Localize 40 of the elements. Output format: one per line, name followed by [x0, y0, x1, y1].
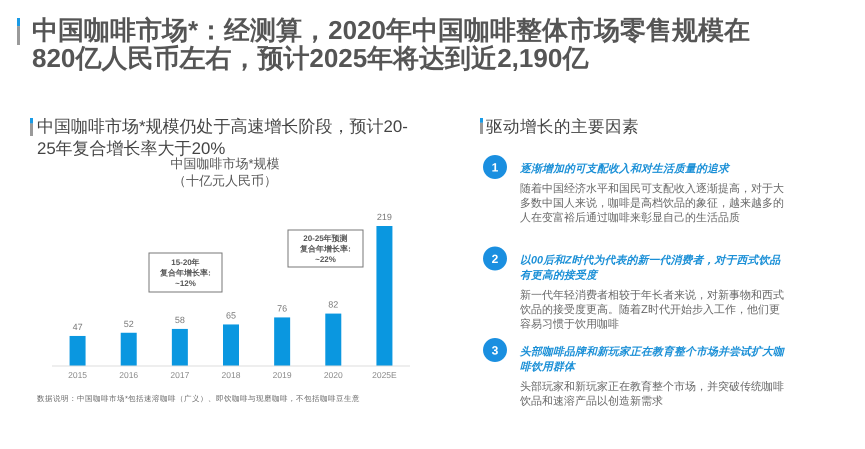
x-tick-label: 2020 [324, 370, 344, 380]
x-tick-label: 2025E [372, 370, 398, 380]
annotation: 复合年增长率: [159, 268, 211, 278]
text: 头部玩家和新玩家正在教育整个市场，并突破传统咖啡饮品和速溶产品以创造新需求 [519, 380, 784, 408]
annotation: ~12% [175, 279, 196, 288]
x-tick-label: 2017 [170, 370, 190, 380]
annotation: 20-25年预测 [303, 234, 348, 243]
text: 中国咖啡市场*规模（十亿元人民币） [170, 156, 280, 188]
data-label: 76 [277, 303, 288, 314]
text: 逐渐增加的可支配收入和对生活质量的追求 [519, 162, 731, 175]
data-label: 65 [226, 310, 236, 320]
x-tick-label: 2015 [68, 370, 88, 380]
bar [70, 336, 86, 366]
bar [172, 328, 188, 366]
x-tick-label: 2018 [222, 370, 241, 380]
bar [274, 317, 290, 366]
annotation: ~22% [315, 255, 336, 264]
bar [120, 332, 137, 366]
text: 以00后和Z时代为代表的新一代消费者，对于西式饮品有更高的接受度 [520, 254, 782, 282]
chart-subtitle: 中国咖啡市场*规模仍处于高速增长阶段，预计20-25年复合增长率大于20% [37, 117, 408, 158]
x-tick-label: 2019 [272, 370, 292, 380]
text: 2 [492, 252, 499, 266]
bar [376, 226, 392, 366]
text: 头部咖啡品牌和新玩家正在教育整个市场并尝试扩大咖啡饮用群体 [520, 345, 785, 373]
chart-title: 中国咖啡市场*：经测算，2020年中国咖啡整体市场零售规模在820亿人民币左右，预计2025年将达到近2,190亿 [32, 15, 750, 73]
data-label: 52 [124, 318, 134, 329]
bar [223, 324, 239, 366]
data-label: 82 [328, 300, 338, 310]
text: 随着中国经济水平和国民可支配收入逐渐提高，对于大多数中国人来说，咖啡是高档饮品的象征，越来越多的人在变富裕后通过咖啡来彰显自己的生活品质 [520, 182, 784, 224]
x-tick-label: 2016 [119, 370, 138, 380]
text: 1 [492, 160, 499, 174]
annotation: 15-20年 [171, 258, 200, 267]
data-label: 58 [174, 314, 185, 325]
bar [325, 314, 342, 366]
annotation: 复合年增长率: [299, 244, 351, 254]
text: 3 [492, 344, 499, 358]
data-label: 47 [72, 322, 83, 332]
data-label: 219 [376, 212, 392, 222]
text: 驱动增长的主要因素 [486, 117, 639, 136]
text: 新一代年轻消费者相较于年长者来说，对新事物和西式饮品的接受度更高。随着Z时代开始步入工作，他们更容易习惯于饮用咖啡 [519, 288, 784, 330]
